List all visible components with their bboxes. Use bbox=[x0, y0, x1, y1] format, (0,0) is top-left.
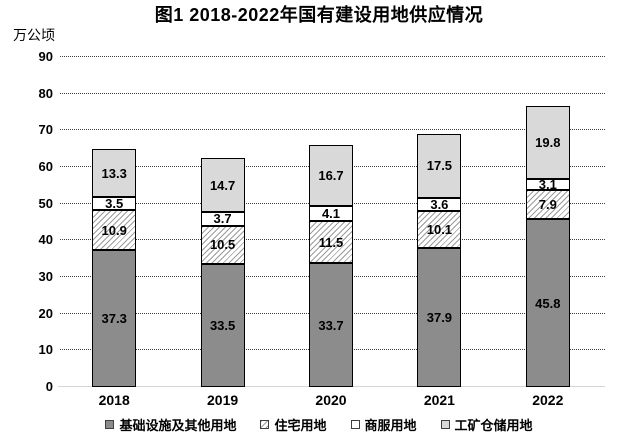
segment-value-label: 3.7 bbox=[213, 211, 232, 227]
gridline bbox=[60, 129, 605, 131]
bar-segment: 37.3 bbox=[92, 250, 137, 387]
y-axis-tick-label: 30 bbox=[38, 269, 53, 284]
y-axis-tick-label: 20 bbox=[38, 305, 53, 321]
legend-swatch-icon bbox=[105, 419, 115, 429]
gridline bbox=[60, 92, 605, 94]
y-axis-tick-label: 60 bbox=[38, 159, 53, 174]
segment-value-label: 3.5 bbox=[105, 196, 124, 212]
bar-segment: 10.5 bbox=[200, 225, 245, 265]
bar-segment: 37.9 bbox=[417, 248, 462, 387]
x-axis-label: 2022 bbox=[532, 392, 564, 408]
bar-segment: 16.7 bbox=[309, 145, 353, 207]
segment-value-label: 33.5 bbox=[209, 318, 236, 334]
y-axis-tick-label: 50 bbox=[38, 195, 53, 211]
x-axis-label: 2018 bbox=[98, 392, 130, 408]
chart-title: 图1 2018-2022年国有建设用地供应情况 bbox=[154, 5, 484, 25]
segment-value-label: 17.5 bbox=[426, 158, 453, 174]
legend-swatch-icon bbox=[440, 419, 450, 429]
legend-swatch-icon bbox=[350, 419, 360, 429]
bar-segment: 7.9 bbox=[525, 190, 570, 220]
x-axis-label: 2019 bbox=[207, 392, 239, 408]
bar-segment: 14.7 bbox=[200, 158, 245, 213]
bar-segment: 3.6 bbox=[417, 196, 462, 212]
bar-segment: 17.5 bbox=[417, 133, 462, 198]
bar-segment: 4.1 bbox=[309, 206, 353, 222]
y-axis-tick-label: 10 bbox=[38, 342, 53, 358]
plot-area: 37.3 10.9 3.5 13.3 33.5 10.5 3.7 14.7 33.7 11.5 4.… bbox=[58, 56, 605, 387]
y-axis-tick-label: 70 bbox=[38, 122, 53, 138]
x-axis-label: 2021 bbox=[423, 392, 455, 408]
segment-value-label: 14.7 bbox=[209, 177, 236, 193]
bar-segment: 3.7 bbox=[200, 211, 245, 227]
bar-segment: 33.5 bbox=[200, 264, 245, 387]
y-axis: 0 10 20 30 40 50 60 70 80 90 bbox=[0, 49, 53, 394]
legend-label: 商服用地 bbox=[364, 417, 417, 433]
bar-segment: 3.1 bbox=[525, 176, 570, 192]
legend-label: 住宅用地 bbox=[274, 417, 327, 433]
bar-segment: 10.1 bbox=[417, 211, 462, 249]
segment-value-label: 10.1 bbox=[426, 222, 453, 238]
y-axis-tick-label: 80 bbox=[38, 85, 53, 101]
segment-value-label: 16.7 bbox=[318, 168, 344, 184]
segment-value-label: 3.1 bbox=[538, 176, 557, 192]
legend-label: 工矿仓储用地 bbox=[454, 417, 533, 433]
bar-segment: 19.8 bbox=[525, 106, 570, 179]
segment-value-label: 45.8 bbox=[535, 295, 561, 311]
y-axis-tick-label: 40 bbox=[38, 232, 53, 248]
y-axis-unit-label: 万公顷 bbox=[13, 27, 55, 43]
bar-segment: 11.5 bbox=[309, 221, 353, 264]
legend-swatch-icon bbox=[260, 419, 270, 429]
bar-segment: 33.7 bbox=[309, 263, 353, 387]
segment-value-label: 13.3 bbox=[101, 165, 127, 181]
bar-segment: 13.3 bbox=[92, 148, 137, 198]
legend-item: 工矿仓储用地 bbox=[440, 415, 533, 434]
x-axis: 2018 2019 2020 2021 2022 bbox=[60, 391, 602, 409]
segment-value-label: 37.9 bbox=[426, 310, 453, 326]
legend-item: 基础设施及其他用地 bbox=[105, 415, 236, 434]
segment-value-label: 37.3 bbox=[101, 311, 127, 327]
segment-value-label: 10.9 bbox=[101, 222, 127, 238]
segment-value-label: 10.5 bbox=[209, 237, 236, 253]
x-axis-label: 2020 bbox=[315, 392, 347, 408]
legend-label: 基础设施及其他用地 bbox=[119, 417, 237, 433]
y-axis-tick-label: 0 bbox=[45, 379, 53, 394]
bar-segment: 45.8 bbox=[525, 219, 570, 387]
segment-value-label: 33.7 bbox=[318, 317, 344, 333]
segment-value-label: 3.6 bbox=[430, 196, 449, 212]
segment-value-label: 4.1 bbox=[321, 206, 341, 222]
segment-value-label: 11.5 bbox=[318, 234, 344, 250]
legend-item: 住宅用地 bbox=[260, 415, 327, 434]
segment-value-label: 19.8 bbox=[535, 134, 561, 150]
gridline bbox=[60, 56, 605, 57]
segment-value-label: 7.9 bbox=[538, 197, 557, 213]
bar-segment: 3.5 bbox=[92, 196, 137, 212]
legend-item: 商服用地 bbox=[350, 415, 417, 434]
y-axis-tick-label: 90 bbox=[38, 49, 53, 64]
legend: 基础设施及其他用地 住宅用地 商服用地 工矿仓储用地 bbox=[30, 413, 608, 435]
bar-segment: 10.9 bbox=[92, 210, 137, 251]
